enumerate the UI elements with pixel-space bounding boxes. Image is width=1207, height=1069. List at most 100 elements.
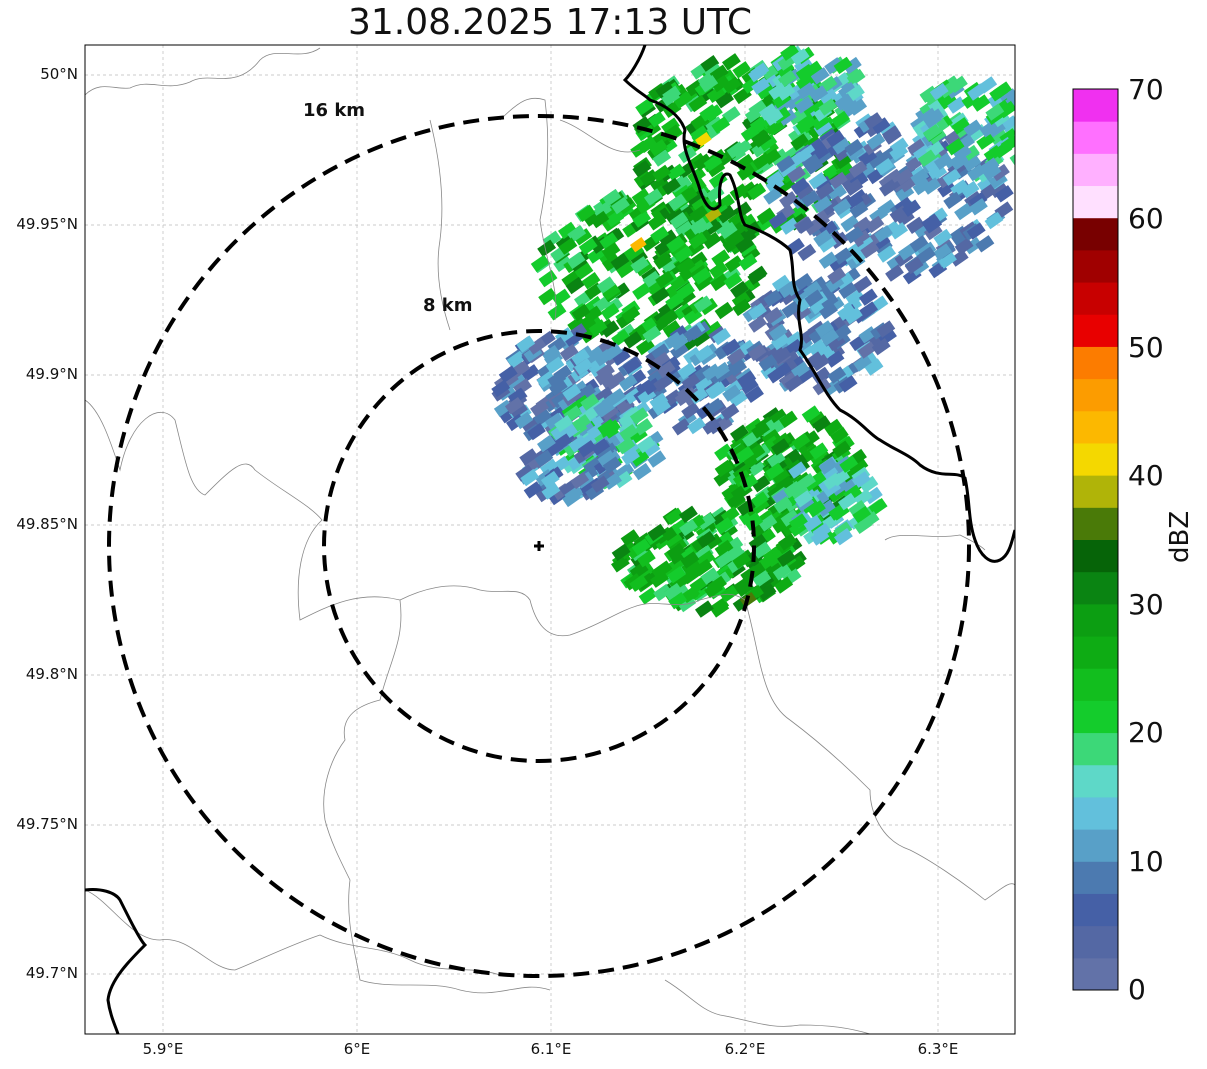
echo-pixel [693, 153, 713, 171]
echo-pixel [813, 119, 833, 137]
echo-pixel [596, 276, 616, 294]
echo-pixel [636, 550, 656, 568]
echo-pixel [695, 600, 714, 618]
echo-pixel [768, 82, 788, 100]
echo-pixel [574, 358, 593, 376]
echo-pixel [595, 400, 615, 418]
echo-pixel [648, 139, 668, 157]
echo-pixel [971, 94, 991, 112]
echo-pixel [688, 94, 708, 113]
echo-pixel [669, 211, 689, 230]
echo-pixel [771, 332, 790, 351]
echo-pixel [574, 262, 594, 280]
echo-pixel [674, 245, 694, 263]
colorbar-segment [1073, 475, 1118, 508]
colorbar-tick-label: 60 [1128, 202, 1164, 235]
echo-pixel [728, 359, 748, 377]
echo-pixel [676, 257, 696, 275]
echo-pixel [794, 273, 814, 291]
echo-pixel [906, 216, 926, 234]
echo-pixel [540, 470, 560, 489]
echo-pixel [603, 472, 622, 490]
echo-pixel [748, 302, 767, 321]
echo-pixel [752, 152, 772, 170]
echo-pixel [689, 217, 709, 235]
echo-pixel [853, 354, 873, 372]
echo-pixel [597, 450, 617, 468]
echo-pixel [848, 98, 868, 116]
echo-pixel [589, 359, 608, 378]
colorbar-segment [1073, 217, 1118, 251]
echo-pixel [611, 196, 630, 215]
echo-pixel [601, 242, 621, 260]
echo-pixel [928, 164, 948, 182]
lat-tick-label: 49.75°N [16, 815, 78, 833]
echo-pixel [797, 473, 816, 491]
echo-pixel [591, 438, 611, 456]
echo-pixel [711, 249, 731, 267]
echo-pixel [824, 57, 844, 75]
echo-pixel [666, 235, 686, 254]
echo-pixel [818, 251, 838, 269]
echo-pixel [541, 345, 561, 363]
echo-pixel [650, 226, 670, 244]
echo-pixel [652, 149, 672, 167]
echo-pixel [733, 576, 752, 595]
echo-pixel [629, 407, 649, 425]
echo-pixel [621, 448, 640, 466]
echo-pixel [664, 507, 684, 525]
echo-pixel [829, 171, 848, 190]
colorbar-segment [1073, 957, 1118, 991]
echo-pixel [794, 182, 814, 200]
echo-pixel [632, 160, 652, 178]
echo-pixel [652, 164, 671, 183]
colorbar-tick-label: 50 [1128, 331, 1164, 364]
echo-pixel [630, 449, 650, 467]
echo-pixel [783, 480, 803, 499]
echo-pixel [864, 112, 883, 130]
map-background [85, 45, 1015, 1034]
echo-pixel [819, 88, 839, 106]
echo-pixel [844, 226, 864, 244]
echo-pixel [603, 343, 623, 361]
map-frame [84, 44, 1016, 1035]
echo-pixel [631, 538, 651, 556]
echo-pixel [571, 303, 591, 322]
echo-pixel [917, 149, 937, 167]
echo-pixel [779, 191, 798, 209]
lat-tick-label: 49.95°N [16, 215, 78, 233]
echo-pixel [536, 370, 556, 389]
echo-pixel [611, 329, 631, 347]
echo-pixel [699, 75, 719, 93]
colorbar-segment [1073, 829, 1118, 862]
echo-pixel [649, 392, 669, 411]
echo-pixel [685, 79, 705, 97]
echo-pixel [726, 348, 746, 366]
echo-pixel [814, 320, 834, 338]
echo-pixel [676, 282, 696, 300]
echo-pixel [491, 379, 511, 398]
echo-pixel [765, 462, 785, 480]
colorbar-segment [1073, 378, 1118, 412]
echo-pixel [615, 462, 635, 480]
echo-pixel [822, 472, 842, 490]
echo-pixel [642, 325, 662, 343]
echo-pixel [763, 289, 783, 307]
echo-pixel [795, 216, 815, 234]
echo-pixel [724, 255, 744, 273]
colorbar-segment [1073, 636, 1118, 669]
echo-pixel [652, 398, 671, 416]
echo-pixel [751, 475, 771, 493]
echo-pixel [780, 509, 800, 527]
echo-pixel [904, 256, 924, 275]
echo-pixel [692, 267, 712, 285]
echo-pixel [966, 163, 986, 182]
echo-pixel [547, 303, 567, 321]
radar-site-marker [534, 541, 544, 551]
echo-pixel [576, 204, 596, 222]
echo-pixel [792, 304, 812, 322]
echo-pixel [871, 117, 891, 135]
echo-pixel [781, 300, 801, 319]
echo-pixel [923, 222, 943, 241]
range-ring-label-8km: 8 km [423, 295, 473, 316]
